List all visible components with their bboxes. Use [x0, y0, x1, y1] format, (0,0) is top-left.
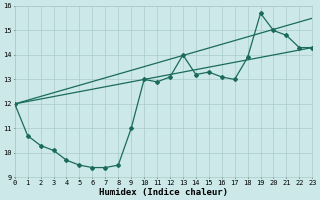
- X-axis label: Humidex (Indice chaleur): Humidex (Indice chaleur): [99, 188, 228, 197]
